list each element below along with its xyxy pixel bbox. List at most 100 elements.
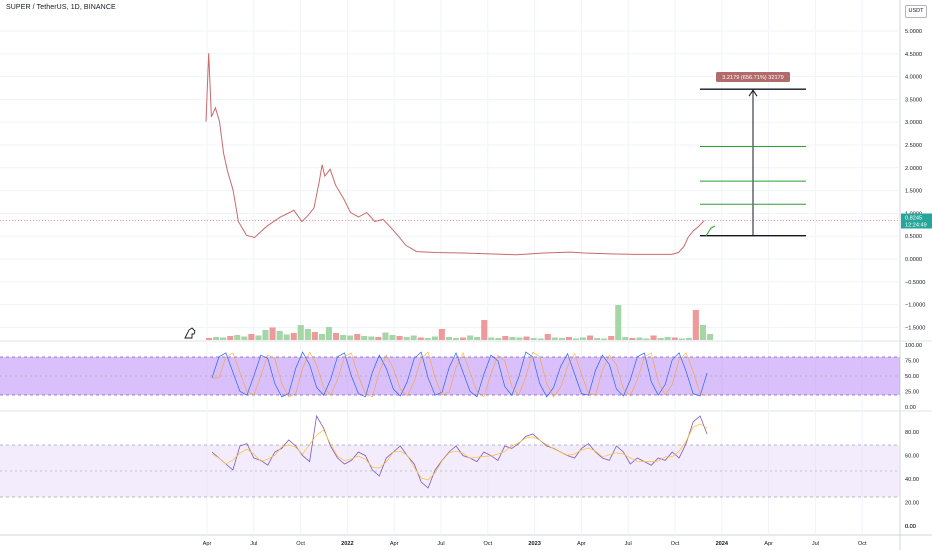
- time-tick-label: Jul: [437, 541, 444, 547]
- volume-bar: [565, 337, 572, 340]
- volume-bar: [438, 329, 445, 340]
- volume-bar: [622, 337, 629, 340]
- stoch-tick-label: 100.00: [905, 343, 922, 349]
- time-tick-label: Apr: [577, 541, 586, 547]
- volume-bar: [255, 335, 262, 340]
- rsi-tick-label: 0.00: [905, 524, 916, 530]
- stoch-k-line: [211, 351, 708, 398]
- volume-bar: [467, 335, 474, 340]
- rsi-tick-label: 80.00: [905, 430, 919, 436]
- volume-bar: [220, 337, 227, 340]
- rsi-tick-label: 40.00: [905, 477, 919, 483]
- currency-unit-button[interactable]: USDT: [905, 5, 927, 18]
- price-tick-label: 1.5000: [905, 189, 922, 195]
- pencil-icon: [184, 327, 196, 339]
- price-series-line: [205, 53, 705, 256]
- stoch-d-line: [212, 351, 708, 398]
- volume-bar: [213, 337, 220, 340]
- volume-bar: [671, 337, 678, 340]
- volume-bar: [551, 337, 558, 340]
- volume-bar: [311, 332, 318, 340]
- time-tick-label: 2023: [528, 541, 540, 547]
- volume-bar: [594, 338, 601, 340]
- volume-bar: [481, 320, 488, 340]
- volume-bar: [234, 335, 241, 340]
- volume-bar: [389, 335, 396, 340]
- volume-bar: [692, 310, 699, 340]
- stoch-tick-label: 50.00: [905, 374, 919, 380]
- volume-bar: [333, 333, 340, 340]
- volume-bar: [283, 334, 290, 340]
- volume-bar: [601, 338, 608, 340]
- volume-bar: [445, 337, 452, 340]
- volume-bar: [664, 337, 671, 340]
- volume-bar: [488, 337, 495, 340]
- measure-label-box: [716, 72, 790, 82]
- rsi-ma-line: [211, 423, 708, 481]
- stoch-tick-label: 25.00: [905, 390, 919, 396]
- time-tick-label: Apr: [764, 541, 773, 547]
- volume-bar: [474, 337, 481, 340]
- volume-bar: [396, 336, 403, 340]
- volume-bar: [410, 335, 417, 340]
- volume-bar: [558, 338, 565, 340]
- countdown-label: 12:24:49: [905, 222, 927, 228]
- volume-bar: [509, 337, 516, 340]
- price-tick-label: 4.5000: [905, 52, 922, 58]
- current-price-tag: [901, 213, 932, 229]
- volume-bar: [325, 327, 332, 340]
- volume-bar: [304, 329, 311, 340]
- volume-bar: [615, 305, 622, 340]
- volume-bar: [523, 336, 530, 340]
- volume-bar: [544, 334, 551, 340]
- volume-bar: [290, 333, 297, 340]
- rsi-tick-label: 20.00: [905, 501, 919, 507]
- chart-title: SUPER / TetherUS, 1D, BINANCE: [6, 4, 116, 11]
- price-tick-label: −1.0000: [905, 303, 925, 309]
- volume-bar: [657, 338, 664, 340]
- volume-bar: [241, 336, 248, 340]
- volume-bar: [382, 332, 389, 340]
- volume-bar: [579, 337, 586, 340]
- price-tick-label: 3.0000: [905, 120, 922, 126]
- price-tick-label: 3.5000: [905, 97, 922, 103]
- time-tick-label: Apr: [203, 541, 212, 547]
- volume-bar: [699, 325, 706, 340]
- volume-bar: [706, 334, 713, 340]
- volume-bar: [685, 338, 692, 340]
- volume-bar: [424, 338, 431, 340]
- time-tick-label: Oct: [483, 541, 492, 547]
- volume-bar: [608, 336, 615, 340]
- rsi-tick-label: 60.00: [905, 454, 919, 460]
- volume-bar: [678, 338, 685, 340]
- volume-bar: [530, 338, 537, 340]
- rsi-line: [211, 414, 708, 489]
- volume-bar: [452, 338, 459, 340]
- volume-bar: [318, 334, 325, 340]
- volume-bar: [297, 325, 304, 340]
- volume-bar: [347, 335, 354, 340]
- volume-bar: [206, 338, 213, 340]
- volume-bar: [643, 338, 650, 340]
- time-tick-label: Oct: [296, 541, 305, 547]
- time-tick-label: Jul: [812, 541, 819, 547]
- price-tick-label: 5.0000: [905, 29, 922, 35]
- rsi-tick-label: 0.00: [905, 524, 916, 530]
- volume-bar: [502, 336, 509, 340]
- current-price-label: 0.8245: [905, 215, 922, 221]
- volume-bar: [417, 337, 424, 340]
- volume-bar: [262, 330, 269, 340]
- volume-bar: [269, 327, 276, 340]
- time-tick-label: Oct: [671, 541, 680, 547]
- volume-bar: [572, 338, 579, 340]
- price-tick-label: 0.5000: [905, 234, 922, 240]
- volume-bar: [495, 338, 502, 340]
- volume-bar: [276, 331, 283, 340]
- time-tick-label: 2022: [341, 541, 353, 547]
- volume-bar: [227, 336, 234, 340]
- price-tick-label: 4.0000: [905, 75, 922, 81]
- time-tick-label: Jul: [625, 541, 632, 547]
- volume-bar: [587, 335, 594, 340]
- price-tick-label: −1.5000: [905, 325, 925, 331]
